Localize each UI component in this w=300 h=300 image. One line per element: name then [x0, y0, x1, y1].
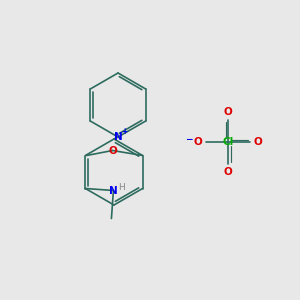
Text: Cl: Cl	[222, 137, 234, 147]
Text: H: H	[118, 183, 125, 192]
Text: +: +	[121, 127, 127, 136]
Text: N: N	[114, 132, 122, 142]
Text: N: N	[109, 185, 118, 196]
Text: O: O	[224, 167, 232, 177]
Text: −: −	[185, 134, 193, 143]
Text: O: O	[108, 146, 117, 155]
Text: O: O	[224, 107, 232, 117]
Text: O: O	[254, 137, 262, 147]
Text: O: O	[194, 137, 202, 147]
